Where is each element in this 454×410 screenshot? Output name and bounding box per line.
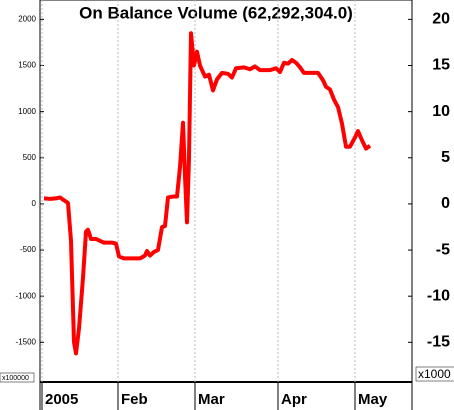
y-tick-label: 1000: [18, 107, 36, 116]
multiplier-box: [0, 372, 35, 383]
y2-tick-label: -15: [427, 334, 450, 351]
y2-tick-label: -10: [427, 287, 450, 304]
y2-tick-label: 5: [441, 149, 450, 166]
y2-tick-label: -5: [436, 241, 450, 258]
y2-multiplier: x1000: [418, 367, 451, 381]
y2-tick-label: 10: [432, 103, 450, 120]
y-tick-label: 500: [23, 153, 37, 162]
y-tick-label: -1000: [16, 291, 37, 300]
plot-frame: [39, 0, 413, 383]
x-tick-label: Feb: [121, 391, 148, 408]
y-multiplier: x100000: [2, 375, 29, 382]
x-tick-label: Apr: [281, 391, 307, 408]
y2-tick-label: 20: [432, 11, 450, 28]
y-tick-label: 1500: [18, 61, 36, 70]
y-tick-label: 2000: [18, 14, 36, 23]
multiplier-box: [415, 366, 454, 382]
y-tick-label: -1500: [16, 337, 37, 346]
y-tick-label: -500: [20, 245, 37, 254]
chart-title: On Balance Volume (62,292,304.0): [79, 3, 353, 22]
series-line: [43, 31, 372, 356]
x-tick-label: 2005: [45, 391, 78, 408]
x-tick-label: May: [358, 391, 388, 408]
x-tick-label: Mar: [198, 391, 225, 408]
y-tick-label: 0: [32, 199, 37, 208]
y2-tick-label: 15: [432, 57, 450, 74]
y2-tick-label: 0: [441, 195, 450, 212]
